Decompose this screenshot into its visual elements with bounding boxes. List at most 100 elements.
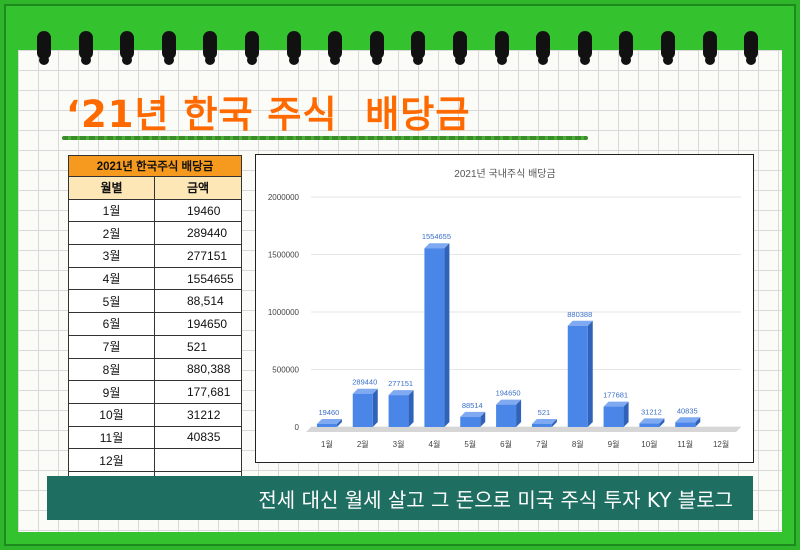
binding-ring bbox=[37, 31, 51, 65]
bar-side bbox=[623, 401, 629, 427]
bar-side bbox=[695, 417, 701, 427]
binding-ring bbox=[286, 31, 301, 65]
page-title: ‘21년 한국 주식 배당금 bbox=[66, 93, 471, 136]
table-row: 2월 289440 bbox=[68, 221, 242, 246]
y-tick-label: 1000000 bbox=[268, 308, 300, 317]
table-row: 7월 521 bbox=[68, 334, 242, 359]
bar-top bbox=[316, 419, 342, 424]
bar-side bbox=[587, 320, 593, 427]
x-tick-label: 12월 bbox=[713, 439, 729, 449]
table-row: 9월 177,681 bbox=[68, 380, 242, 404]
data-label: 40835 bbox=[677, 406, 698, 415]
binding-ring bbox=[494, 31, 509, 65]
bar bbox=[424, 248, 445, 427]
amount-cell: 1554655 bbox=[154, 266, 242, 291]
amount-cell: 289440 bbox=[154, 221, 242, 246]
data-label: 289440 bbox=[352, 378, 377, 387]
y-tick-label: 0 bbox=[295, 423, 300, 432]
bar bbox=[496, 404, 517, 427]
data-label: 177681 bbox=[603, 391, 628, 400]
title-underline bbox=[62, 136, 588, 140]
data-label: 277151 bbox=[388, 379, 413, 388]
binding-ring bbox=[120, 31, 135, 65]
data-label: 88514 bbox=[462, 401, 483, 410]
amount-cell: 521 bbox=[154, 334, 242, 359]
bar-side bbox=[336, 419, 342, 427]
binding-ring bbox=[577, 31, 592, 65]
binding-ring bbox=[619, 31, 634, 65]
data-label: 521 bbox=[538, 408, 551, 417]
table-row: 1월 19460 bbox=[68, 198, 242, 223]
x-tick-label: 10월 bbox=[641, 439, 657, 449]
bar bbox=[531, 424, 552, 427]
month-cell: 8월 bbox=[68, 357, 155, 382]
x-tick-label: 2월 bbox=[357, 439, 369, 449]
y-tick-label: 500000 bbox=[272, 366, 299, 375]
x-tick-label: 6월 bbox=[500, 439, 512, 449]
bar-top bbox=[603, 401, 629, 407]
table-row: 11월 40835 bbox=[68, 425, 242, 450]
x-tick-label: 4월 bbox=[429, 439, 441, 449]
header-amount: 금액 bbox=[154, 176, 242, 200]
amount-cell: 177,681 bbox=[154, 380, 242, 404]
y-tick-label: 2000000 bbox=[268, 193, 300, 202]
binding-ring bbox=[203, 31, 218, 65]
amount-cell bbox=[154, 448, 242, 472]
data-label: 19460 bbox=[318, 408, 339, 417]
bar-top bbox=[424, 243, 450, 249]
chart-svg: 2021년 국내주식 배당금 2000000 1500000 1000000 50000… bbox=[268, 168, 741, 449]
amount-cell: 88,514 bbox=[154, 289, 242, 314]
month-cell: 6월 bbox=[68, 312, 155, 336]
amount-cell: 31212 bbox=[154, 402, 242, 427]
chart-floor bbox=[306, 427, 741, 432]
data-label: 1554655 bbox=[422, 232, 451, 241]
bar bbox=[460, 416, 481, 427]
amount-cell: 40835 bbox=[154, 425, 242, 450]
bar-side bbox=[444, 243, 450, 427]
table-row: 6월 194650 bbox=[68, 312, 242, 336]
footer-banner: 전세 대신 월세 살고 그 돈으로 미국 주식 투자 KY 블로그 bbox=[47, 476, 753, 520]
month-cell: 1월 bbox=[68, 198, 155, 223]
table-row: 3월 277151 bbox=[68, 244, 242, 268]
bar bbox=[675, 422, 696, 427]
banner-text: 전세 대신 월세 살고 그 돈으로 미국 주식 투자 KY 블로그 bbox=[258, 488, 733, 512]
binding-ring bbox=[453, 31, 467, 65]
amount-cell: 194650 bbox=[154, 312, 242, 336]
table-body: 1월 19460 2월 289440 3월 277151 4월 1554655 5월 88,514… bbox=[68, 198, 242, 495]
bar-top bbox=[496, 399, 522, 405]
x-tick-label: 1월 bbox=[321, 439, 333, 449]
bar-top bbox=[460, 411, 486, 417]
bar-side bbox=[516, 399, 522, 427]
bar-side bbox=[372, 388, 378, 427]
month-cell: 11월 bbox=[68, 425, 155, 450]
binding-ring bbox=[744, 31, 759, 65]
month-cell: 5월 bbox=[68, 289, 155, 314]
bar-top bbox=[388, 390, 414, 396]
table-row: 12월 bbox=[68, 448, 242, 472]
binding-ring bbox=[661, 31, 675, 65]
x-tick-label: 3월 bbox=[393, 439, 405, 449]
month-cell: 2월 bbox=[68, 221, 155, 246]
month-cell: 9월 bbox=[68, 380, 155, 404]
chart-title: 2021년 국내주식 배당금 bbox=[454, 168, 555, 180]
bar-side bbox=[659, 418, 665, 427]
bar-top bbox=[352, 388, 378, 394]
bar-side bbox=[480, 411, 486, 427]
header-month: 월별 bbox=[68, 176, 155, 200]
x-tick-label: 7월 bbox=[536, 439, 548, 449]
binding-ring bbox=[328, 31, 343, 65]
table-row: 8월 880,388 bbox=[68, 357, 242, 382]
bar bbox=[639, 423, 660, 427]
binding-ring bbox=[78, 31, 93, 65]
amount-cell: 19460 bbox=[154, 198, 242, 223]
month-cell: 12월 bbox=[68, 448, 155, 472]
binding-ring bbox=[369, 31, 384, 65]
bar-top bbox=[531, 419, 557, 424]
table-row: 5월 88,514 bbox=[68, 289, 242, 314]
bar bbox=[352, 393, 373, 427]
bar bbox=[388, 395, 409, 427]
amount-cell: 277151 bbox=[154, 244, 242, 268]
binding-ring bbox=[161, 31, 176, 65]
amount-cell: 880,388 bbox=[154, 357, 242, 382]
x-tick-label: 8월 bbox=[572, 439, 584, 449]
